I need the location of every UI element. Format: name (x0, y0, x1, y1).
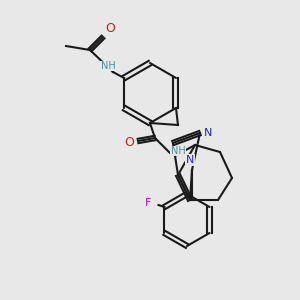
Text: N: N (186, 155, 194, 165)
Text: NH: NH (171, 146, 185, 156)
Text: N: N (204, 128, 212, 138)
Text: NH: NH (100, 61, 116, 71)
Text: O: O (105, 22, 115, 34)
Text: O: O (124, 136, 134, 149)
Text: F: F (145, 198, 152, 208)
